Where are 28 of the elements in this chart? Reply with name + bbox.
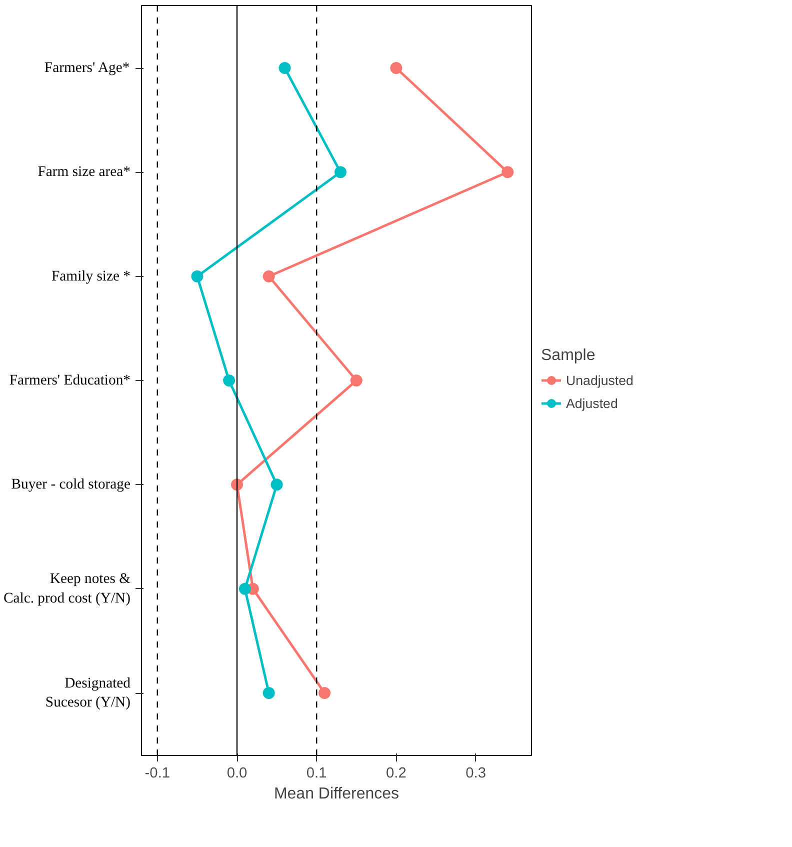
point [262,687,275,699]
y-tick-label: Farmers' Education* [9,372,131,388]
point [318,687,331,699]
legend-title: Sample [541,347,596,365]
x-tick-label: 0.1 [306,766,327,782]
y-tick-label: Farmers' Age* [44,60,130,76]
x-tick-label: -0.1 [144,766,170,782]
legend-label: Adjusted [566,396,618,410]
y-tick-label: Designated Sucesor (Y/N) [45,675,132,711]
point [350,374,362,386]
point [334,166,346,178]
point [270,478,283,491]
point [390,62,402,74]
legend-label: Unadjusted [566,372,634,388]
point [502,166,514,178]
x-tick-label: 0.0 [226,766,248,782]
point [191,270,204,282]
point [278,62,291,74]
y-tick-label: Buyer - cold storage [11,476,131,493]
x-tick-label: 0.2 [386,766,406,782]
point [262,270,275,282]
y-tick-label: Farm size area* [38,164,131,180]
point [238,582,251,595]
x-tick-label: 0.3 [466,766,486,782]
y-tick-label: Keep notes & Calc. prod cost (Y/N) [4,571,132,606]
y-tick-label: Family size * [52,268,131,284]
x-axis-title: Mean Differences [274,786,400,802]
point [223,374,236,386]
